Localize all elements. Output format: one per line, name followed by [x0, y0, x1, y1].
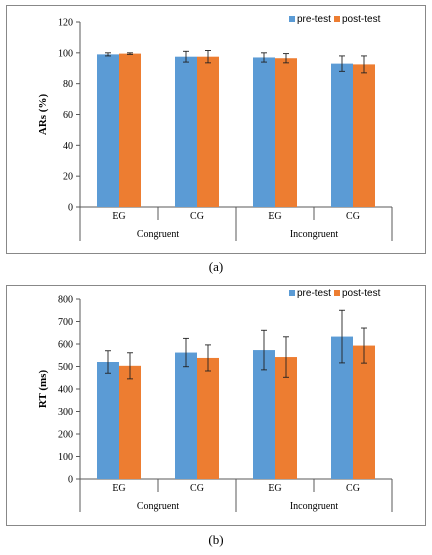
bar-post-test: [275, 58, 297, 207]
x-category-label: EG: [268, 211, 281, 222]
x-category-label: CG: [190, 211, 204, 222]
y-tick-label: 80: [63, 79, 73, 90]
bar-post-test: [275, 357, 297, 479]
x-category-label: EG: [112, 211, 125, 222]
chart-a-frame: [6, 5, 426, 254]
y-tick-label: 20: [63, 172, 73, 183]
bar-post-test: [119, 365, 141, 479]
y-tick-label: 100: [58, 48, 73, 59]
chart-b-frame: [6, 285, 426, 526]
y-tick-label: 300: [58, 407, 73, 418]
bar-pre-test: [175, 352, 197, 479]
bar-post-test: [197, 56, 219, 207]
y-axis-label: ARs (%): [37, 94, 49, 136]
bar-pre-test: [97, 362, 119, 479]
chart-panel-a: 0 20 40 60 80 100 120 ARs (%) EG CG EG CG Congruent I…: [6, 5, 426, 274]
legend-swatch-pre-test: [289, 16, 295, 22]
y-tick-label: 500: [58, 362, 73, 373]
legend-swatch-post-test: [334, 290, 340, 296]
x-category-label: EG: [112, 483, 125, 494]
y-tick-label: 700: [58, 317, 73, 328]
chart-b-svg: 0 100 200 300 400 500 600 700 800 RT (ms) EG CG EG CG…: [6, 285, 426, 547]
legend-label-post-test: post-test: [342, 14, 381, 25]
bar-pre-test: [253, 57, 275, 208]
bar-pre-test: [175, 56, 197, 207]
y-tick-label: 0: [68, 475, 73, 486]
y-axis-label: RT (ms): [37, 370, 49, 409]
chart-panel-b: 0 100 200 300 400 500 600 700 800 RT (ms) EG CG EG CG…: [0, 281, 432, 550]
y-tick-label: 0: [68, 203, 73, 214]
chart-a-svg: 0 20 40 60 80 100 120 ARs (%) EG CG EG CG Congruent I…: [6, 5, 426, 274]
y-tick-label: 100: [58, 452, 73, 463]
legend-swatch-pre-test: [289, 290, 295, 296]
legend-label-post-test: post-test: [342, 288, 381, 299]
y-tick-label: 800: [58, 295, 73, 306]
bar-post-test: [119, 53, 141, 207]
x-category-label: CG: [346, 483, 360, 494]
bar-pre-test: [253, 350, 275, 479]
x-group-label: Incongruent: [290, 501, 339, 512]
legend-swatch-post-test: [334, 16, 340, 22]
bar-post-test: [353, 64, 375, 207]
x-category-label: EG: [268, 483, 281, 494]
chart-a-caption: (a): [209, 259, 223, 274]
bar-post-test: [197, 357, 219, 479]
legend-label-pre-test: pre-test: [297, 288, 331, 299]
chart-b-caption: (b): [208, 532, 223, 547]
y-tick-label: 600: [58, 340, 73, 351]
x-category-label: CG: [346, 211, 360, 222]
x-category-label: CG: [190, 483, 204, 494]
bar-pre-test: [97, 54, 119, 207]
bar-post-test: [353, 345, 375, 479]
x-group-label: Congruent: [137, 229, 179, 240]
y-tick-label: 400: [58, 385, 73, 396]
x-group-label: Incongruent: [290, 229, 339, 240]
x-group-label: Congruent: [137, 501, 179, 512]
y-tick-label: 120: [58, 18, 73, 29]
bar-pre-test: [331, 336, 353, 479]
y-tick-label: 60: [63, 110, 73, 121]
y-tick-label: 40: [63, 141, 73, 152]
bar-pre-test: [331, 63, 353, 207]
legend-label-pre-test: pre-test: [297, 14, 331, 25]
y-tick-label: 200: [58, 430, 73, 441]
